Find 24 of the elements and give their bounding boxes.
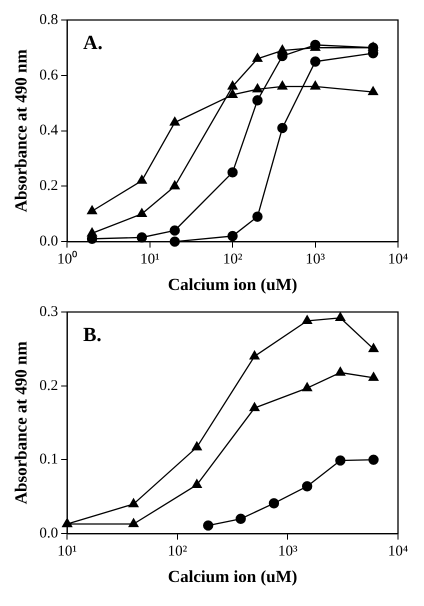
y-tick-label: 0.2 — [39, 178, 58, 194]
y-tick-label: 0.2 — [39, 378, 58, 394]
x-tick-label: 10⁴ — [388, 252, 408, 268]
y-tick-label: 0.1 — [39, 452, 58, 468]
y-tick-label: 0.0 — [39, 234, 58, 250]
x-tick-label: 10² — [168, 544, 188, 560]
x-tick-label: 10¹ — [140, 252, 160, 268]
x-tick-label: 10⁴ — [388, 544, 408, 560]
x-axis-title: Calcium ion (uM) — [168, 275, 298, 294]
y-tick-label: 0.4 — [39, 122, 59, 139]
x-tick-label: 10² — [222, 252, 243, 268]
y-tick-label: 0.8 — [39, 12, 58, 28]
x-tick-label: 10¹ — [57, 544, 77, 560]
annotation: B. — [83, 324, 102, 346]
y-tick-label: 0.6 — [39, 67, 59, 84]
annotation: A. — [83, 32, 103, 54]
x-tick-label: 10³ — [306, 252, 326, 268]
x-axis-title: Calcium ion (uM) — [168, 567, 298, 586]
x-tick-label: 10³ — [278, 544, 298, 560]
y-axis-title: Absorbance at 490 nm — [12, 341, 31, 504]
y-axis-title: Absorbance at 490 nm — [12, 49, 31, 212]
x-tick-label: 10⁰ — [57, 250, 78, 268]
y-tick-label: 0.0 — [39, 526, 58, 542]
y-tick-label: 0.3 — [39, 304, 58, 320]
